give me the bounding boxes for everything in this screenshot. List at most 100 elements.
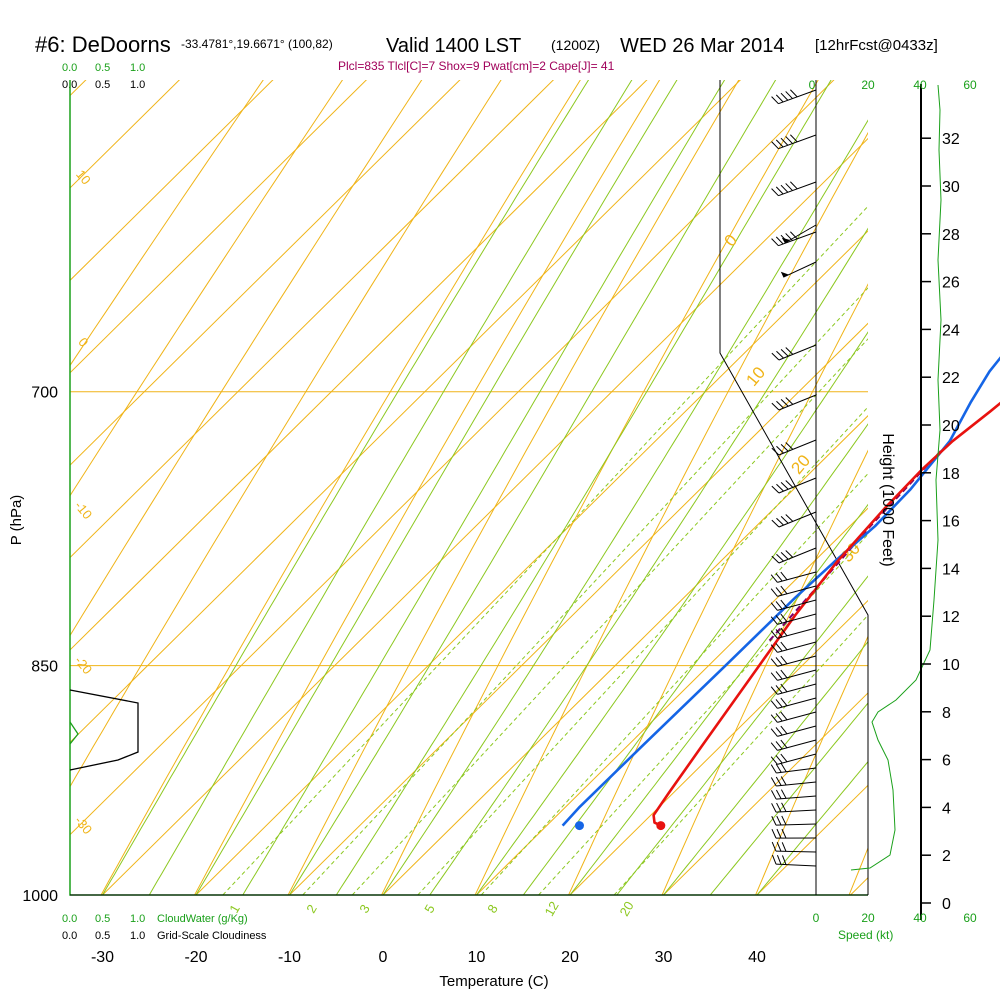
wind-barb <box>770 753 817 765</box>
moist-adiabat-label-20: 20 <box>787 451 814 478</box>
utc-time: (1200Z) <box>551 37 600 53</box>
cloudwater-top-1: 0.5 <box>95 62 110 74</box>
moist-adiabat-20 <box>569 503 868 895</box>
mixing-ratio-label-20: 20 <box>616 899 636 919</box>
cloudiness-bottom-1: 0.5 <box>95 930 110 942</box>
pressure-tick-850: 850 <box>31 659 58 676</box>
dry-adiabat-223 <box>70 80 423 637</box>
mixing-ratio-label-5: 5 <box>421 902 438 916</box>
dry-adiabat-263 <box>287 80 740 895</box>
dry-adiabat-293 <box>568 283 868 895</box>
mixing-ratio-label-12: 12 <box>541 899 561 919</box>
wind-barb <box>771 89 817 105</box>
mixing-ratio-label-3: 3 <box>356 902 373 916</box>
wind-barb <box>770 585 817 597</box>
cloudwater-bottom-1: 0.5 <box>95 913 110 925</box>
isotherm--90 <box>70 80 367 374</box>
moist-adiabat--10 <box>289 80 777 895</box>
height-tick-22: 22 <box>942 370 960 387</box>
isotherm--130 <box>0 0 1000 895</box>
mixing-ratio-12 <box>538 533 868 895</box>
height-tick-18: 18 <box>942 466 960 483</box>
wind-barb <box>770 571 817 583</box>
height-tick-14: 14 <box>942 561 960 578</box>
wind-barb <box>770 683 817 695</box>
height-tick-12: 12 <box>942 609 960 626</box>
dry-adiabat-323 <box>848 846 868 895</box>
dry-adiabat-313 <box>755 635 868 895</box>
height-axis-label: Height (1000 Feet) <box>879 433 896 566</box>
sounding-profiles <box>561 356 1000 831</box>
speed-bottom-0: 0 <box>813 911 820 925</box>
moist-adiabat--30 <box>102 80 590 895</box>
wind-barb <box>770 669 817 681</box>
moist-adiabat-label-10: 10 <box>742 363 769 390</box>
wind-barb <box>771 511 817 528</box>
speed-top-0: 0 <box>809 78 816 92</box>
wind-barb <box>770 613 817 625</box>
wind-barb <box>770 763 817 774</box>
moist-adiabat-0 <box>382 119 868 895</box>
station-coords: -33.4781°,19.6671° (100,82) <box>181 37 333 51</box>
height-tick-32: 32 <box>942 131 960 148</box>
temperature-tick-30: 30 <box>655 949 673 966</box>
station-title: #6: DeDoorns <box>35 32 171 57</box>
cloudiness-profile <box>69 689 139 771</box>
moist-adiabat--15 <box>242 80 726 895</box>
moist-adiabat-40 <box>756 760 868 895</box>
isotherm--40 <box>70 80 835 836</box>
moist-adiabat--20 <box>195 80 678 895</box>
speed-bottom-60: 60 <box>963 911 977 925</box>
wind-barb <box>771 439 817 456</box>
wind-barbs <box>770 89 817 867</box>
wind-barb <box>771 134 817 150</box>
wind-barb-flag <box>780 261 817 278</box>
moist-adiabat-5 <box>429 227 868 895</box>
speed-top-60: 60 <box>963 78 977 92</box>
wind-barb <box>771 815 817 826</box>
dry-adiabat-203 <box>70 80 264 367</box>
wind-speed-profile <box>850 84 942 871</box>
wind-barb <box>770 776 817 787</box>
cloudiness-label: Grid-Scale Cloudiness <box>157 930 267 942</box>
speed-top-20: 20 <box>861 78 875 92</box>
thermo-background-lines <box>0 0 1000 895</box>
wind-barb <box>771 841 817 853</box>
height-tick-16: 16 <box>942 514 960 531</box>
wind-barb <box>770 697 817 709</box>
cloudwater-label: CloudWater (g/Kg) <box>157 913 248 925</box>
dry-adiabat-label--20: -20 <box>72 653 96 677</box>
temperature-axis-ticks: -30 -20 -10 0 10 20 30 40 <box>91 949 766 966</box>
temperature-tick--30: -30 <box>91 949 114 966</box>
height-tick-10: 10 <box>942 657 960 674</box>
cloudwater-bottom-2: 1.0 <box>130 913 145 925</box>
height-tick-8: 8 <box>942 705 951 722</box>
dry-adiabat-283 <box>474 131 868 895</box>
wind-barb <box>771 394 817 411</box>
speed-bottom-40: 40 <box>913 911 927 925</box>
mixing-ratio-label-8: 8 <box>484 902 501 916</box>
valid-time: Valid 1400 LST <box>386 35 521 57</box>
height-tick-26: 26 <box>942 275 960 292</box>
temperature-axis-label: Temperature (C) <box>439 973 548 990</box>
wind-barb-flag <box>781 224 817 244</box>
cloudiness-top-2: 1.0 <box>130 79 145 91</box>
mixing-ratio-1 <box>222 205 868 895</box>
cloudwater-bottom-0: 0.0 <box>62 913 77 925</box>
wind-barb <box>770 627 817 639</box>
moist-adiabat-10 <box>476 331 868 895</box>
cloudwater-top-2: 1.0 <box>130 62 145 74</box>
moist-adiabat-35 <box>709 702 868 895</box>
cloudwater-top-0: 0.0 <box>62 62 77 74</box>
dry-adiabat-303 <box>661 449 868 895</box>
wind-barb <box>771 828 817 839</box>
forecast-date: WED 26 Mar 2014 <box>620 35 785 57</box>
wind-barb <box>771 547 817 564</box>
height-tick-28: 28 <box>942 227 960 244</box>
stability-indices: Plcl=835 Tlcl[C]=7 Shox=9 Pwat[cm]=2 Cap… <box>338 59 615 73</box>
isotherm--120 <box>70 80 87 97</box>
dry-adiabat-233 <box>70 80 502 788</box>
height-tick-20: 20 <box>942 418 960 435</box>
